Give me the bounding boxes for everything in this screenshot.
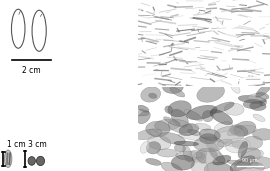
Ellipse shape [146, 121, 170, 137]
Ellipse shape [179, 124, 199, 136]
Ellipse shape [200, 134, 217, 144]
Ellipse shape [232, 140, 247, 149]
Ellipse shape [163, 81, 183, 94]
Ellipse shape [160, 133, 185, 144]
Ellipse shape [150, 130, 158, 137]
Ellipse shape [234, 162, 264, 171]
Ellipse shape [210, 110, 233, 125]
Ellipse shape [140, 141, 150, 153]
Ellipse shape [168, 120, 193, 133]
Text: 90 µm: 90 µm [242, 158, 258, 163]
Ellipse shape [243, 99, 263, 109]
Ellipse shape [250, 102, 266, 111]
Ellipse shape [149, 93, 157, 98]
Ellipse shape [227, 160, 251, 167]
Ellipse shape [174, 141, 198, 146]
Ellipse shape [168, 101, 191, 117]
Ellipse shape [214, 126, 245, 143]
Ellipse shape [205, 137, 220, 156]
Ellipse shape [147, 136, 171, 150]
Ellipse shape [157, 149, 177, 157]
Ellipse shape [241, 148, 261, 162]
Ellipse shape [176, 151, 203, 160]
Ellipse shape [227, 126, 242, 136]
Ellipse shape [174, 144, 185, 152]
Ellipse shape [146, 159, 161, 165]
Ellipse shape [213, 155, 231, 165]
Ellipse shape [138, 105, 149, 112]
Ellipse shape [248, 94, 267, 101]
Ellipse shape [241, 150, 264, 162]
Ellipse shape [242, 136, 263, 149]
Ellipse shape [4, 150, 12, 167]
Ellipse shape [161, 162, 183, 171]
Text: 1 cm: 1 cm [7, 140, 25, 149]
Ellipse shape [190, 150, 201, 158]
Text: 90 µm: 90 µm [242, 72, 258, 77]
Ellipse shape [223, 141, 248, 147]
Ellipse shape [146, 142, 161, 154]
Ellipse shape [218, 139, 232, 147]
Ellipse shape [238, 95, 266, 103]
Text: 3 cm: 3 cm [28, 140, 47, 149]
Ellipse shape [135, 129, 162, 140]
Ellipse shape [238, 141, 248, 158]
Ellipse shape [165, 106, 173, 113]
Ellipse shape [214, 122, 233, 132]
Ellipse shape [141, 87, 161, 102]
Ellipse shape [230, 125, 248, 136]
Ellipse shape [171, 155, 194, 170]
Ellipse shape [164, 117, 180, 126]
Ellipse shape [196, 148, 217, 163]
Ellipse shape [209, 148, 225, 163]
Ellipse shape [252, 129, 270, 140]
Ellipse shape [191, 158, 208, 171]
Ellipse shape [202, 111, 213, 122]
Ellipse shape [249, 157, 270, 169]
Ellipse shape [197, 152, 206, 163]
Ellipse shape [234, 125, 256, 134]
Ellipse shape [194, 137, 224, 152]
Ellipse shape [256, 92, 269, 99]
Ellipse shape [183, 145, 192, 162]
Ellipse shape [32, 10, 46, 51]
Ellipse shape [199, 129, 220, 140]
Ellipse shape [230, 82, 240, 93]
Ellipse shape [132, 109, 149, 116]
Ellipse shape [197, 84, 224, 102]
Ellipse shape [256, 83, 270, 97]
Ellipse shape [36, 156, 45, 166]
Ellipse shape [230, 156, 255, 171]
Ellipse shape [12, 9, 25, 48]
Ellipse shape [224, 103, 244, 115]
Ellipse shape [192, 150, 207, 162]
Ellipse shape [260, 99, 266, 106]
Ellipse shape [171, 109, 188, 127]
Ellipse shape [253, 114, 265, 122]
Ellipse shape [187, 129, 201, 135]
Ellipse shape [154, 119, 180, 130]
Ellipse shape [187, 105, 217, 120]
Ellipse shape [170, 87, 185, 97]
Ellipse shape [28, 157, 35, 165]
Ellipse shape [195, 123, 211, 130]
Ellipse shape [184, 110, 202, 121]
Ellipse shape [225, 138, 250, 153]
Ellipse shape [237, 160, 258, 169]
Ellipse shape [211, 102, 234, 113]
Ellipse shape [234, 121, 256, 136]
Ellipse shape [178, 134, 208, 141]
Text: 2 cm: 2 cm [22, 66, 41, 75]
Ellipse shape [204, 162, 234, 171]
Ellipse shape [137, 111, 150, 124]
